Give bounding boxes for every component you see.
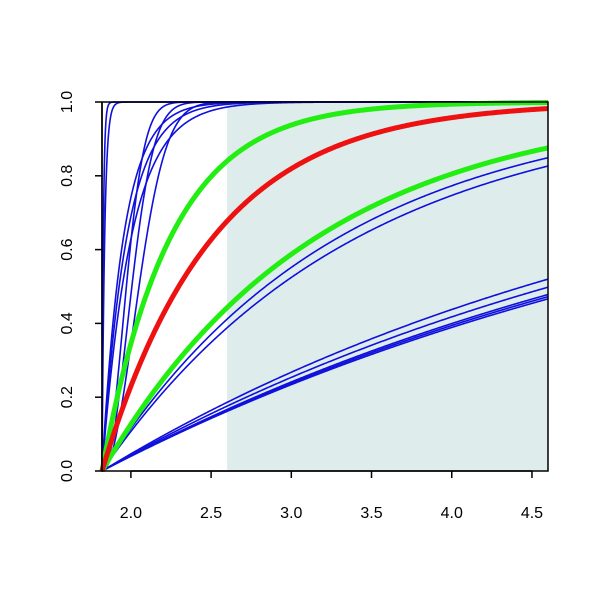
y-tick-label: 0.6	[59, 238, 76, 260]
plot-box	[101, 101, 549, 472]
x-tick-label: 4.5	[521, 505, 543, 522]
series-line-17	[99, 145, 550, 474]
series-line-16	[99, 100, 550, 474]
x-tick-label: 4.0	[441, 505, 463, 522]
y-tick-label: 1.0	[59, 91, 76, 113]
series-line-15	[101, 298, 549, 472]
series-line-18	[99, 106, 550, 474]
shaded-region	[227, 102, 548, 471]
x-tick-label: 2.5	[200, 505, 222, 522]
x-tick-label: 3.0	[280, 505, 302, 522]
y-tick-label: 0.4	[59, 312, 76, 334]
y-tick-label: 0.0	[59, 460, 76, 482]
y-tick-label: 0.2	[59, 386, 76, 408]
series-line-9	[101, 165, 549, 472]
y-tick-label: 0.8	[59, 165, 76, 187]
x-tick-label: 3.5	[360, 505, 382, 522]
x-tick-label: 2.0	[120, 505, 142, 522]
